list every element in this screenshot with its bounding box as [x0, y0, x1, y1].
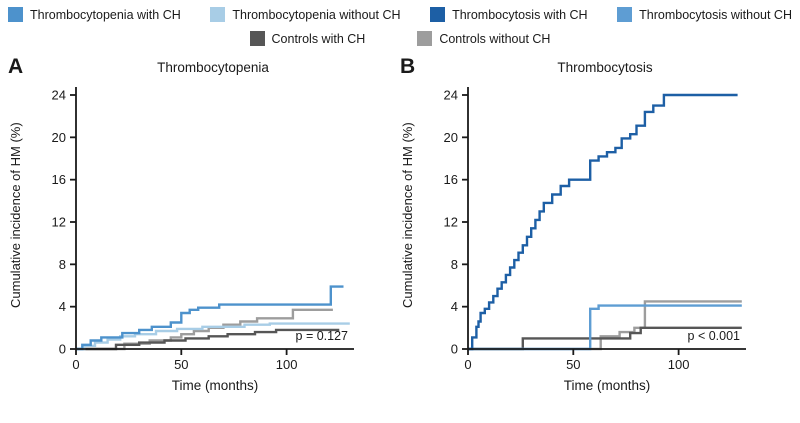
y-tick-label: 16: [444, 172, 458, 187]
x-tick-label: 0: [72, 357, 79, 372]
swatch-thrombocytosis-with-ch: [430, 7, 446, 22]
legend-item-thrombocytosis-with-ch: Thrombocytosis with CH: [430, 7, 588, 22]
legend-label-thrombocytopenia-with-ch: Thrombocytopenia with CH: [30, 7, 181, 22]
legend-label-controls-with-ch: Controls with CH: [271, 31, 366, 46]
p-value-annotation: p < 0.001: [688, 329, 741, 343]
swatch-thrombocytopenia-without-ch: [210, 7, 226, 22]
x-tick-label: 0: [464, 357, 471, 372]
legend: Thrombocytopenia with CH Thrombocytopeni…: [0, 0, 800, 46]
y-tick-label: 24: [52, 88, 66, 103]
legend-item-thrombocytopenia-with-ch: Thrombocytopenia with CH: [8, 7, 181, 22]
panel-a: A Thrombocytopenia Cumulative incidence …: [8, 55, 362, 393]
legend-label-thrombocytosis-without-ch: Thrombocytosis without CH: [639, 7, 792, 22]
series-thrombocytosis-with-ch: [468, 93, 738, 351]
swatch-thrombocytosis-without-ch: [617, 7, 633, 22]
panel-b-letter: B: [400, 55, 416, 78]
legend-label-thrombocytosis-with-ch: Thrombocytosis with CH: [452, 7, 588, 22]
series-controls-with-ch: [76, 328, 340, 351]
panel-b-plot-area: Cumulative incidence of HM (%) 0 4 8 12 16 20…: [400, 77, 754, 377]
y-tick-label: 0: [59, 342, 66, 357]
legend-item-controls-with-ch: Controls with CH: [249, 31, 366, 46]
y-tick-label: 8: [59, 257, 66, 272]
swatch-thrombocytopenia-with-ch: [8, 7, 23, 22]
panel-b-x-axis-label: Time (months): [563, 378, 651, 393]
series-thrombocytopenia-with-ch: [76, 285, 344, 351]
legend-item-thrombocytosis-without-ch: Thrombocytosis without CH: [617, 7, 792, 22]
panel-b-y-axis-label: Cumulative incidence of HM (%): [400, 122, 415, 308]
panel-a-plot-area: Cumulative incidence of HM (%) 0 4 8 12 16 20…: [8, 77, 362, 377]
y-tick-label: 4: [451, 299, 458, 314]
y-tick-label: 12: [444, 215, 458, 230]
p-value-annotation: p = 0.127: [296, 329, 349, 343]
y-tick-label: 0: [451, 342, 458, 357]
swatch-controls-with-ch: [249, 31, 265, 46]
legend-item-thrombocytopenia-without-ch: Thrombocytopenia without CH: [210, 7, 401, 22]
y-tick-label: 8: [451, 257, 458, 272]
panel-b-title: Thrombocytosis: [557, 60, 653, 75]
panel-a-y-axis-label: Cumulative incidence of HM (%): [8, 122, 23, 308]
panels: A Thrombocytopenia Cumulative incidence …: [0, 55, 800, 393]
y-tick-label: 12: [52, 215, 66, 230]
x-tick-label: 50: [174, 357, 188, 372]
legend-row-2: Controls with CH Controls without CH: [8, 31, 792, 46]
legend-label-thrombocytopenia-without-ch: Thrombocytopenia without CH: [232, 7, 401, 22]
x-tick-label: 100: [668, 357, 690, 372]
legend-item-controls-without-ch: Controls without CH: [417, 31, 550, 46]
y-tick-label: 16: [52, 172, 66, 187]
y-tick-label: 20: [52, 130, 66, 145]
y-tick-label: 20: [444, 130, 458, 145]
panel-a-x-axis-label: Time (months): [171, 378, 259, 393]
x-tick-label: 50: [566, 357, 580, 372]
panel-a-plot: 0 4 8 12 16 20 24 0 50 100 p = 0.127: [52, 87, 354, 372]
y-tick-label: 4: [59, 299, 66, 314]
legend-row-1: Thrombocytopenia with CH Thrombocytopeni…: [8, 7, 792, 22]
x-tick-label: 100: [276, 357, 298, 372]
swatch-controls-without-ch: [417, 31, 433, 46]
panel-b: B Thrombocytosis Cumulative incidence of…: [400, 55, 754, 393]
series-thrombocytopenia-without-ch: [76, 322, 350, 351]
panel-b-plot: 0 4 8 12 16 20 24 0 50 100 p < 0.001: [444, 87, 746, 372]
panel-a-letter: A: [8, 55, 24, 78]
y-tick-label: 24: [444, 88, 458, 103]
panel-a-title: Thrombocytopenia: [157, 60, 269, 75]
legend-label-controls-without-ch: Controls without CH: [439, 31, 551, 46]
